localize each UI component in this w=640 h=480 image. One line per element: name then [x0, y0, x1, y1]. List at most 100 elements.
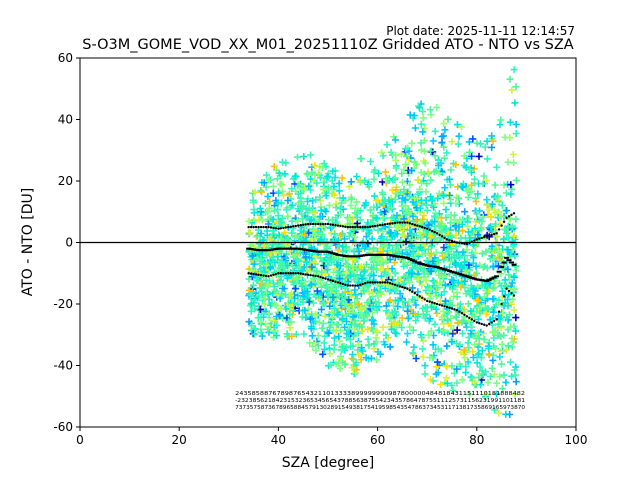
data-point [495, 197, 503, 205]
series-marker [408, 222, 412, 225]
data-point [446, 192, 454, 199]
series-marker [359, 283, 362, 286]
data-point [404, 314, 412, 322]
data-point [297, 280, 305, 288]
data-point [459, 227, 466, 235]
series-marker [448, 306, 451, 310]
data-point [272, 288, 280, 296]
data-point [421, 370, 429, 378]
data-point [453, 326, 461, 334]
data-point [471, 341, 479, 348]
data-point [452, 161, 460, 169]
data-point [469, 348, 477, 356]
data-point [248, 322, 256, 330]
data-point [438, 133, 446, 140]
data-point [354, 329, 362, 337]
data-point [427, 250, 435, 258]
data-point [312, 253, 319, 261]
data-point [262, 276, 270, 284]
data-point [378, 148, 386, 156]
data-point [423, 308, 431, 315]
data-point [464, 358, 472, 366]
series-marker [416, 224, 419, 227]
series-marker [282, 272, 285, 275]
data-point [272, 166, 280, 174]
data-point [300, 237, 308, 245]
series-marker [279, 272, 283, 275]
data-point [507, 358, 514, 366]
series-marker [346, 284, 350, 287]
data-point [393, 190, 401, 198]
data-point [362, 201, 370, 209]
data-point [474, 190, 482, 198]
data-point [482, 310, 490, 318]
data-point [335, 359, 343, 367]
data-point [329, 237, 337, 245]
series-marker [423, 226, 426, 230]
data-point [408, 242, 415, 250]
series-marker [507, 289, 511, 293]
data-point [339, 194, 347, 202]
data-point [334, 311, 342, 319]
data-point [264, 192, 272, 200]
series-marker [403, 286, 407, 290]
data-point [457, 234, 465, 242]
data-point [483, 176, 491, 184]
data-point [512, 215, 520, 223]
series-marker [316, 222, 320, 226]
data-point [472, 249, 479, 257]
data-point [417, 264, 425, 272]
series-marker [316, 275, 320, 278]
series-marker [299, 272, 302, 275]
data-point [334, 321, 342, 329]
data-point [438, 228, 446, 236]
data-point [422, 188, 430, 196]
data-point [462, 267, 470, 275]
data-point [434, 369, 442, 377]
data-point [398, 249, 406, 257]
series-marker [299, 224, 302, 227]
data-point [257, 187, 265, 194]
series-marker [398, 285, 402, 288]
series-marker [346, 225, 350, 229]
series-marker [294, 272, 297, 275]
x-axis: 0 20 40 60 80 100 [76, 427, 587, 447]
data-point [300, 228, 308, 236]
data-point [282, 250, 290, 258]
data-point [307, 186, 315, 194]
data-point [420, 212, 428, 219]
x-tick-label: 40 [271, 433, 286, 447]
data-point [357, 305, 365, 313]
data-point [419, 337, 427, 345]
series-marker [319, 222, 322, 226]
series-marker [430, 229, 434, 233]
data-point [337, 262, 344, 269]
series-marker [490, 321, 493, 324]
data-point [483, 264, 491, 272]
data-point [490, 334, 498, 342]
data-point [505, 291, 513, 299]
data-point [507, 323, 515, 331]
data-point [321, 312, 329, 320]
data-point [417, 120, 425, 128]
series-marker [339, 224, 342, 228]
data-point [262, 183, 270, 191]
data-point [409, 250, 417, 257]
data-point [457, 262, 465, 270]
data-point [294, 264, 302, 272]
data-point [342, 300, 350, 308]
data-point [466, 390, 473, 398]
data-point [249, 281, 257, 289]
data-point [269, 317, 277, 325]
data-point [490, 308, 497, 316]
data-point [319, 258, 326, 266]
data-point [467, 373, 475, 381]
series-marker [324, 222, 327, 226]
data-point [414, 190, 422, 198]
data-point [328, 177, 336, 185]
data-point [508, 343, 516, 351]
series-marker [326, 278, 330, 281]
data-point [346, 336, 354, 344]
data-point [510, 159, 518, 167]
data-point [342, 259, 350, 267]
